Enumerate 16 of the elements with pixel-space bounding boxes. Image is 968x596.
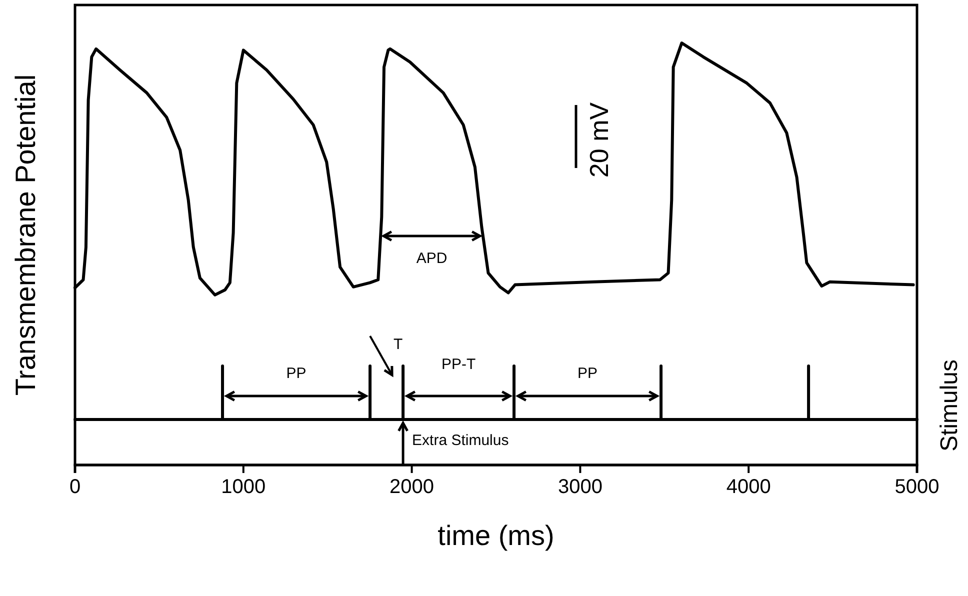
x-tick-label: 2000 [390, 476, 434, 498]
annotation: APD [416, 250, 448, 267]
annotation: PP [578, 365, 598, 382]
annotation: Extra Stimulus [412, 432, 509, 449]
x-tick-label: 3000 [558, 476, 602, 498]
x-tick-label: 4000 [726, 476, 771, 498]
x-tick-label: 1000 [221, 476, 266, 498]
x-axis-title: time (ms) [438, 520, 554, 551]
annotation: T [393, 336, 403, 353]
annotation: PP [286, 365, 306, 382]
y-axis-title: Stimulus [936, 359, 963, 452]
annotation: PP-T [441, 356, 476, 373]
x-tick-label: 5000 [894, 476, 940, 498]
annotation: 20 mV [584, 102, 614, 178]
y-axis-title: Transmembrane Potential [10, 74, 41, 396]
x-tick-label: 0 [69, 476, 81, 498]
